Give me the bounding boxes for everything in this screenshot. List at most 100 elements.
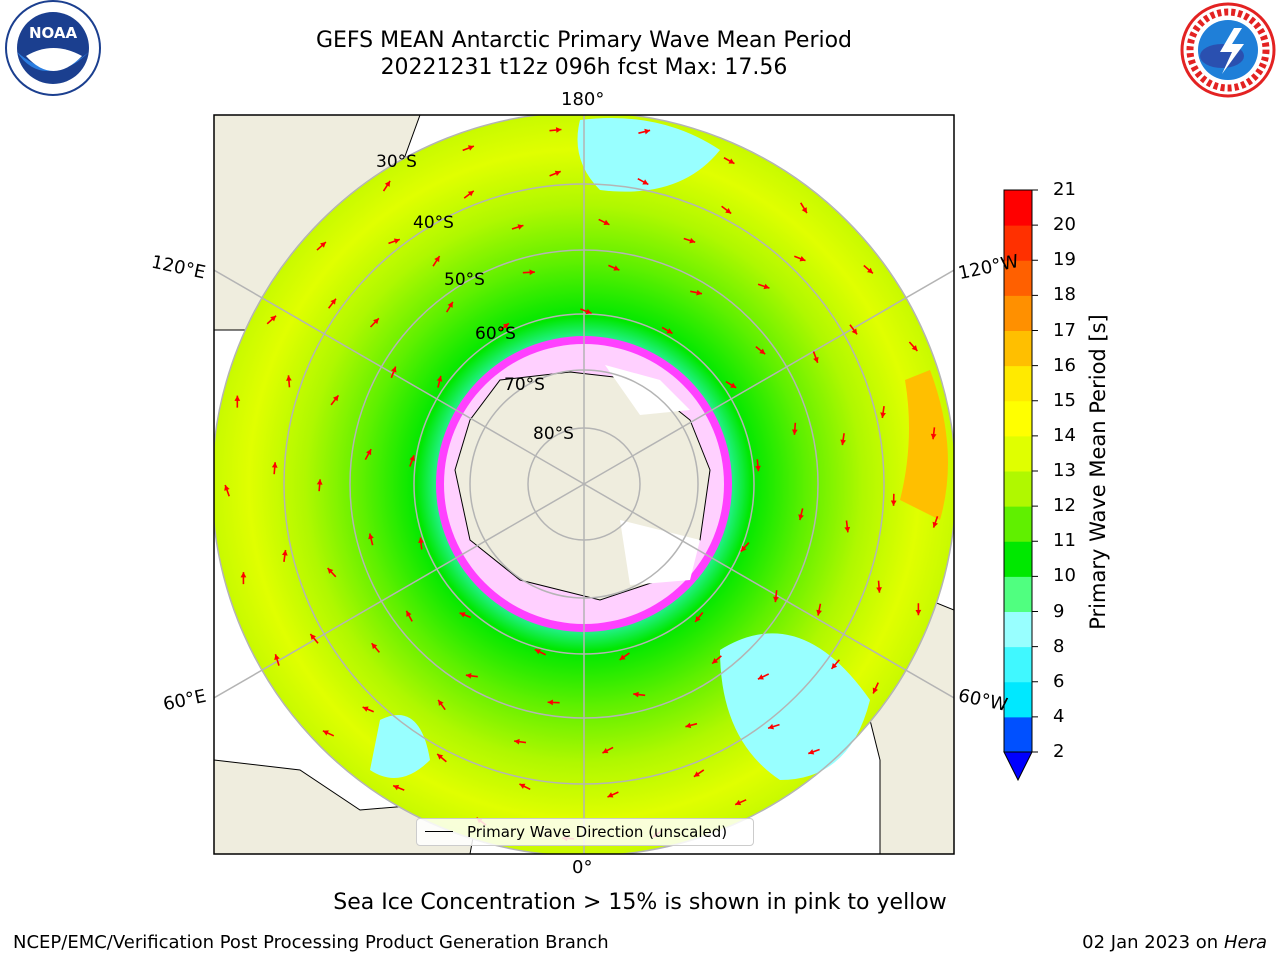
wave-arrow-head <box>384 180 391 187</box>
wave-arrow-head <box>327 568 334 574</box>
svg-text:NOAA: NOAA <box>29 24 78 42</box>
colorbar-tick-label: 15 <box>1053 389 1076 411</box>
wave-arrow-head <box>712 657 719 664</box>
wave-arrow-head <box>757 674 764 680</box>
wave-arrow-head <box>585 308 592 315</box>
wave-arrow-head <box>798 514 804 521</box>
colorbar-segment <box>1004 365 1032 402</box>
colorbar-tick-label: 4 <box>1053 705 1065 727</box>
lat-label-60s: 60°S <box>475 324 516 344</box>
colorbar-tick-label: 9 <box>1053 600 1065 622</box>
wave-arrow-head <box>915 609 922 616</box>
wave-arrow-head <box>529 269 535 276</box>
map-area <box>214 115 954 854</box>
wave-arrow-head <box>434 256 440 263</box>
wave-arrow-head <box>890 500 897 506</box>
wave-arrow-head <box>844 526 851 533</box>
wave-arrow-head <box>763 283 770 290</box>
wave-arrow-head <box>619 654 626 660</box>
wave-arrow-head <box>759 348 766 355</box>
colorbar-tick-label: 14 <box>1053 424 1076 446</box>
wave-arrow-head <box>911 345 918 351</box>
colorbar-segment <box>1004 646 1032 683</box>
wave-arrow-head <box>517 224 524 230</box>
wave-arrow-head <box>831 662 838 669</box>
wave-arrow-head <box>693 771 700 777</box>
wave-arrow-head <box>768 723 774 730</box>
wave-arrow-head <box>447 301 453 308</box>
wave-arrow-head <box>286 375 292 381</box>
colorbar-segment <box>1004 541 1032 577</box>
wave-arrow-head <box>730 382 737 388</box>
wave-arrow-head <box>642 179 649 185</box>
colorbar-tick-label: 19 <box>1053 249 1076 271</box>
noaa-logo: NOAA <box>5 0 101 96</box>
legend-label: Primary Wave Direction (unscaled) <box>467 823 728 841</box>
wave-arrow-head <box>685 722 692 729</box>
lon-label-180: 180° <box>561 89 605 110</box>
wave-arrow-head <box>932 521 939 528</box>
colorbar-segment <box>1004 506 1032 542</box>
colorbar-segment <box>1004 471 1032 507</box>
wave-arrow-head <box>816 609 822 616</box>
lat-label-40s: 40°S <box>413 213 454 233</box>
wave-arrow-head <box>316 479 323 485</box>
wave-arrow-head <box>406 610 412 617</box>
sea-ice-note: Sea Ice Concentration > 15% is shown in … <box>333 890 947 915</box>
colorbar-segment <box>1004 295 1032 331</box>
wave-arrow-head <box>465 672 472 679</box>
colorbar-label: Primary Wave Mean Period [s] <box>1086 314 1110 630</box>
wave-arrow-head <box>322 730 329 736</box>
colorbar-extend-triangle <box>1003 751 1033 782</box>
wave-arrow-head <box>366 449 372 456</box>
wave-arrow-head <box>613 265 620 271</box>
wave-arrow-head <box>459 612 466 618</box>
wave-arrow-head <box>224 484 230 491</box>
wave-arrow-head <box>418 537 424 544</box>
footer-date-text: 02 Jan 2023 on <box>1082 932 1219 953</box>
wave-arrow-head <box>773 596 779 603</box>
wave-arrow-head <box>409 455 415 462</box>
wave-arrow-head <box>393 238 400 244</box>
map-frame <box>213 114 955 855</box>
colorbar-tick-label: 8 <box>1053 635 1065 657</box>
wave-arrow-head <box>555 127 562 133</box>
wave-arrow-head <box>876 587 882 593</box>
colorbar <box>1003 189 1038 782</box>
colorbar-tick-label: 17 <box>1053 319 1076 341</box>
wave-arrow-head <box>436 375 443 382</box>
wave-arrow-head <box>735 799 742 806</box>
colorbar-segment <box>1004 400 1032 437</box>
lon-label-0: 0° <box>572 857 593 878</box>
wave-arrow-head <box>320 242 326 248</box>
wave-arrow-head <box>330 298 336 305</box>
wave-arrow-head <box>696 289 702 296</box>
chart-subtitle: 20221231 t12z 096h fcst Max: 17.56 <box>380 55 788 80</box>
footer-branch: NCEP/EMC/Verification Post Processing Pr… <box>13 932 609 953</box>
colorbar-tick-label: 10 <box>1053 565 1076 587</box>
wave-arrow-head <box>666 328 673 334</box>
wave-arrow-head <box>391 366 397 373</box>
wave-arrow-head <box>801 207 807 214</box>
wave-arrow-head <box>725 208 732 214</box>
wave-arrow-head <box>554 170 561 177</box>
colorbar-segment <box>1004 716 1032 753</box>
colorbar-tick-label: 20 <box>1053 214 1076 236</box>
legend-line-sample <box>425 831 453 832</box>
chart-title: GEFS MEAN Antarctic Primary Wave Mean Pe… <box>315 28 853 53</box>
wave-arrow-head <box>368 533 374 540</box>
wave-arrow-head <box>607 792 614 798</box>
colorbar-segment <box>1004 225 1032 261</box>
colorbar-tick-label: 12 <box>1053 495 1076 517</box>
wave-arrow-head <box>728 158 735 164</box>
wave-arrow-head <box>362 706 369 712</box>
wave-arrow-head <box>633 691 639 698</box>
colorbar-segment <box>1004 260 1032 296</box>
wave-arrow-head <box>271 462 278 468</box>
colorbar-segment <box>1004 330 1032 367</box>
footer-date: 02 Jan 2023 on Hera <box>1082 932 1267 953</box>
wave-arrow-head <box>930 433 937 440</box>
wave-arrow-head <box>689 237 696 244</box>
colorbar-segment <box>1004 190 1032 226</box>
